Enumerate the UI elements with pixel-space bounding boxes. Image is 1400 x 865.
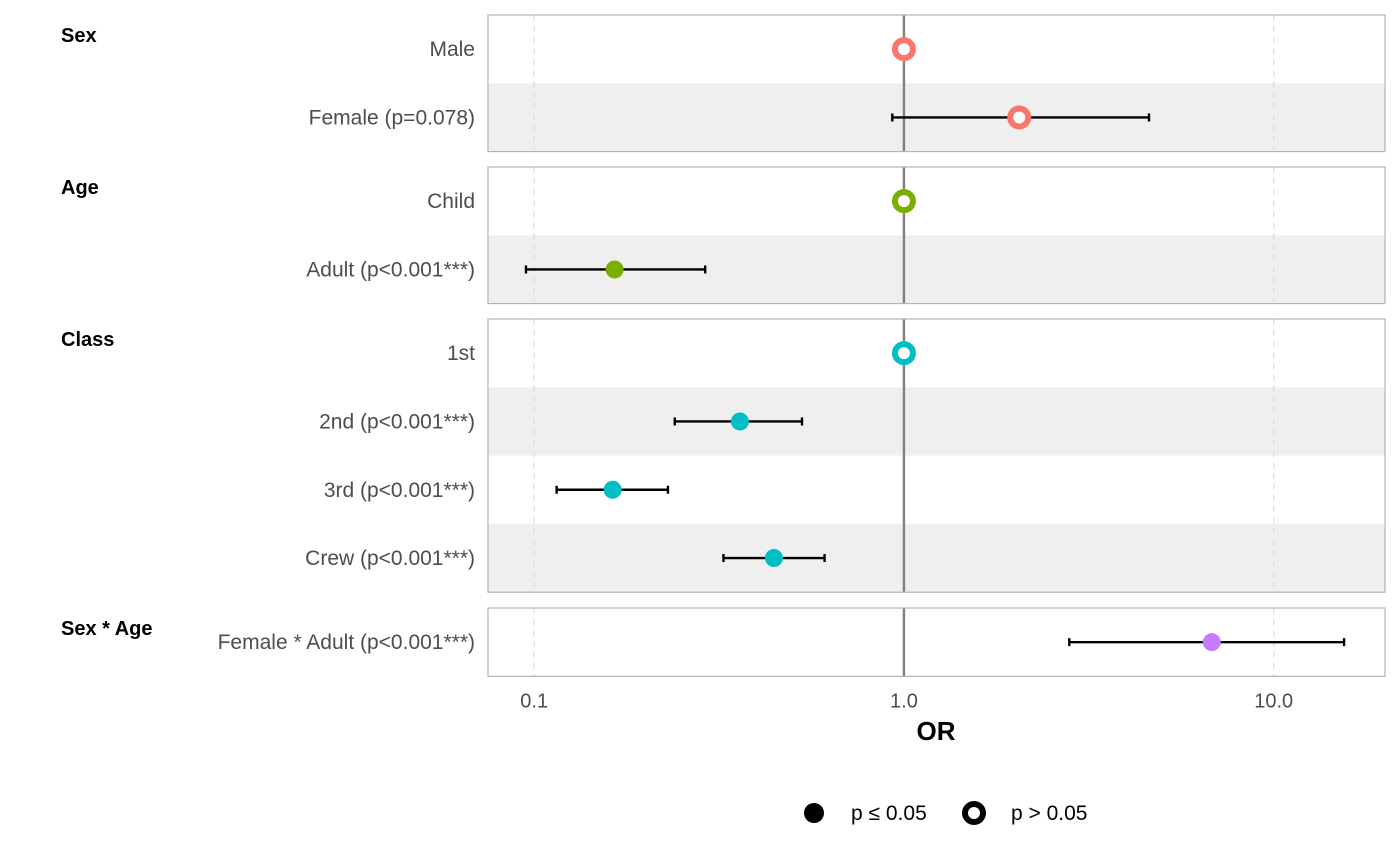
row-and-group-labels: Sex Male Female (p=0.078) Age Child Adult (p<… [61,25,475,654]
group-label: Sex [61,25,97,47]
group-label: Sex * Age [61,618,153,640]
panel-border [487,607,1386,677]
point-estimate [603,480,622,499]
panel-border [487,166,1386,305]
point-estimate [891,37,916,62]
row-label: 3rd (p<0.001***) [324,479,475,502]
point-estimate [891,341,916,366]
panel-border [487,14,1386,153]
group-label: Class [61,329,114,351]
legend-filled-symbol [804,803,824,823]
legend: p ≤ 0.05 p > 0.05 [804,801,1087,825]
data-marks [524,37,1346,652]
row-label: 1st [447,342,475,365]
row-label: Adult (p<0.001***) [306,258,475,281]
x-tick-label: 1.0 [890,690,918,712]
row-label: Crew (p<0.001***) [305,547,475,570]
x-tick-label: 0.1 [520,690,548,712]
row-stripe [488,523,1385,593]
row-label: Female * Adult (p<0.001***) [218,631,475,654]
row-label: 2nd (p<0.001***) [319,410,475,433]
x-tick-label: 10.0 [1254,690,1293,712]
legend-label: p ≤ 0.05 [851,802,927,825]
point-estimate [1202,633,1221,652]
point-estimate [730,412,749,431]
point-estimate [1007,105,1032,130]
group-label: Age [61,177,99,199]
panel-border [487,318,1386,593]
panel-borders [487,14,1386,677]
point-estimate [605,260,624,279]
x-axis-title: OR [917,716,956,746]
point-estimate [891,189,916,214]
x-axis: OR 0.1 1.0 10.0 [520,690,1293,746]
point-estimate [764,549,783,568]
row-label: Child [427,190,475,213]
row-stripe [488,387,1385,456]
legend-label: p > 0.05 [1011,802,1087,825]
legend-hollow-symbol [962,801,986,825]
panel-backgrounds [488,15,1385,677]
row-label: Male [429,38,475,61]
row-label: Female (p=0.078) [309,106,475,129]
